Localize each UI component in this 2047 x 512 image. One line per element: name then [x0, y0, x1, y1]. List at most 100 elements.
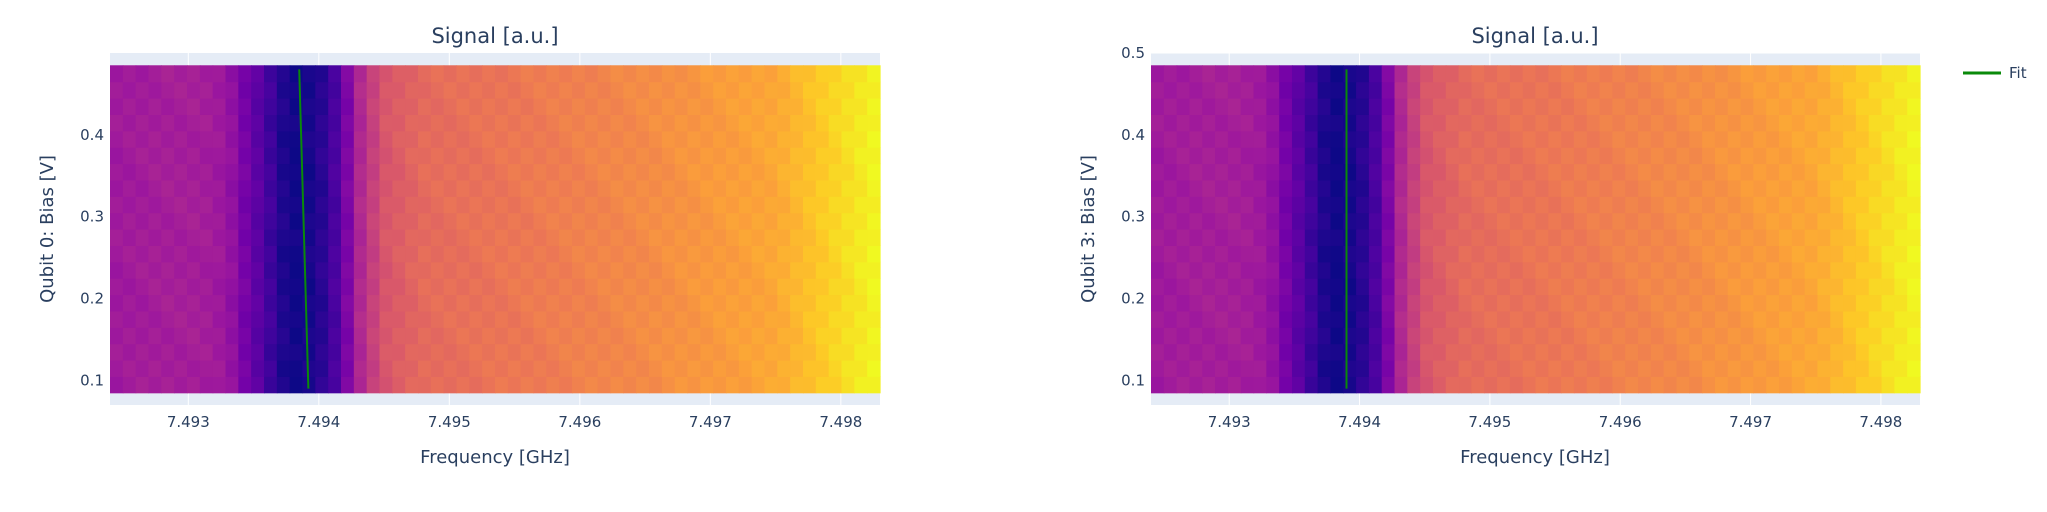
heatmap-cell [1317, 81, 1332, 99]
heatmap-cell [751, 179, 766, 197]
heatmap-cell [1471, 294, 1485, 312]
heatmap-cell [148, 114, 162, 132]
heatmap-cell [1689, 130, 1703, 148]
heatmap-cell [1817, 327, 1831, 345]
heatmap-cell [1368, 229, 1383, 246]
heatmap-cell [1497, 81, 1511, 99]
heatmap-cell [738, 212, 753, 230]
heatmap-cell [520, 98, 535, 115]
heatmap-cell [443, 65, 458, 83]
heatmap-cell [1215, 310, 1229, 328]
heatmap-cell [597, 196, 612, 214]
heatmap-cell [392, 147, 406, 165]
heatmap-cell [520, 65, 535, 83]
heatmap-cell [584, 278, 599, 296]
heatmap-cell [584, 359, 599, 377]
heatmap-cell [353, 245, 368, 263]
heatmap-cell [1407, 278, 1421, 296]
heatmap-cell [700, 114, 714, 132]
heatmap-cell [187, 327, 201, 345]
heatmap-cell [1599, 343, 1613, 361]
heatmap-cell [1727, 212, 1742, 230]
heatmap-cell [764, 327, 778, 345]
heatmap-cell [1868, 294, 1883, 312]
heatmap-cell [1484, 278, 1498, 296]
heatmap-cell [1356, 229, 1370, 246]
heatmap-cell [1612, 114, 1626, 132]
heatmap-cell [161, 81, 175, 99]
heatmap-cell [636, 130, 650, 148]
heatmap-cell [1676, 310, 1690, 328]
heatmap-cell [1420, 163, 1434, 181]
heatmap-cell [379, 245, 393, 263]
heatmap-cell [1368, 343, 1383, 361]
heatmap-cell [110, 98, 124, 115]
heatmap-cell [135, 98, 150, 115]
heatmap-cell [1907, 130, 1921, 148]
heatmap-cell [289, 212, 304, 230]
heatmap-cell [610, 179, 624, 197]
heatmap-cell [430, 130, 445, 148]
heatmap-cell [738, 261, 753, 279]
heatmap-cell [1420, 229, 1434, 246]
heatmap-cell [507, 98, 522, 115]
heatmap-cell [1650, 130, 1665, 148]
heatmap-cell [867, 81, 881, 99]
heatmap-cell [1304, 81, 1319, 99]
heatmap-cell [1548, 98, 1562, 115]
heatmap-cell [276, 114, 291, 132]
heatmap-cell [1804, 278, 1819, 296]
heatmap-cell [1766, 278, 1780, 296]
heatmap-cell [1253, 212, 1267, 230]
heatmap-cell [1676, 327, 1690, 345]
heatmap-cell [199, 130, 214, 148]
legend[interactable]: Fit [1963, 64, 2027, 82]
heatmap-cell [353, 310, 368, 328]
heatmap-cell [1548, 196, 1562, 214]
heatmap-cell [1689, 212, 1703, 230]
heatmap-cell [212, 196, 227, 214]
heatmap-cell [687, 196, 701, 214]
heatmap-cell [507, 212, 522, 230]
heatmap-cell [1689, 245, 1703, 263]
heatmap-cell [1753, 81, 1767, 99]
heatmap-cell [1291, 310, 1306, 328]
heatmap-cell [315, 212, 329, 230]
heatmap-cell [1663, 343, 1678, 361]
heatmap-cell [1253, 163, 1267, 181]
heatmap-cell [1727, 278, 1742, 296]
heatmap-cell [777, 163, 791, 181]
heatmap-cell [790, 245, 804, 263]
heatmap-cell [405, 229, 419, 246]
heatmap-cell [1676, 343, 1690, 361]
heatmap-cell [841, 81, 855, 99]
heatmap-cell [1509, 81, 1524, 99]
heatmap-cell [430, 327, 445, 345]
heatmap-cell [482, 359, 496, 377]
heatmap-cell [1830, 343, 1844, 361]
heatmap-cell [687, 343, 701, 361]
heatmap-cell [841, 130, 855, 148]
heatmap-cell [1356, 130, 1370, 148]
heatmap-cell [1368, 98, 1383, 115]
heatmap-cell [777, 179, 791, 197]
heatmap-cell [533, 343, 547, 361]
heatmap-cell [764, 98, 778, 115]
heatmap-cell [341, 147, 355, 165]
heatmap-cell [1497, 163, 1511, 181]
heatmap-cell [199, 343, 214, 361]
heatmap-cell [1151, 130, 1165, 148]
heatmap-cell [1676, 212, 1690, 230]
heatmap-cell [572, 147, 586, 165]
heatmap-cell [1689, 147, 1703, 165]
heatmap-cell [610, 294, 624, 312]
heatmap-cell [1766, 179, 1780, 197]
heatmap-cell [1714, 359, 1729, 377]
heatmap-cell [1586, 212, 1601, 230]
x-axis-title: Frequency [GHz] [420, 447, 570, 468]
heatmap-cell [1356, 179, 1370, 197]
heatmap-cell [546, 245, 560, 263]
heatmap-cell [726, 278, 740, 296]
heatmap-cell [199, 81, 214, 99]
heatmap-cell [405, 261, 419, 279]
